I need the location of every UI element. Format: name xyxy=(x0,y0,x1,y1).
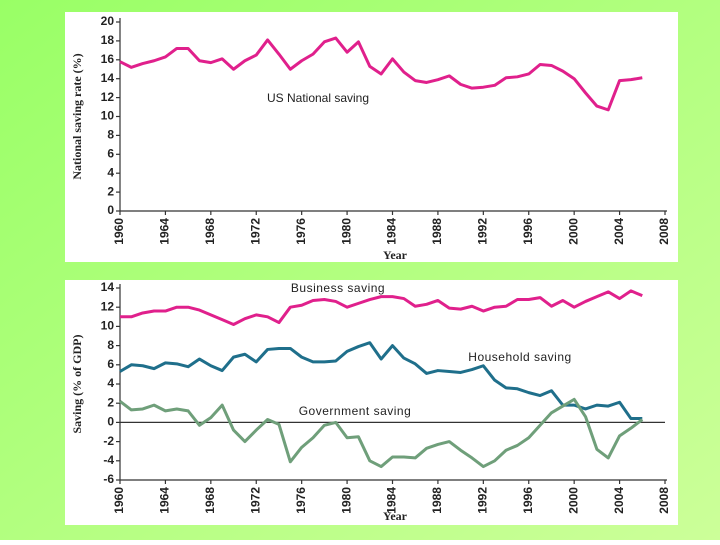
x-tick-label: 2008 xyxy=(657,218,671,245)
x-tick-label: 1984 xyxy=(385,218,399,245)
y-tick-label: 18 xyxy=(101,33,115,47)
y-tick-label: 4 xyxy=(107,165,114,179)
x-tick-label: 1976 xyxy=(294,218,308,245)
series-label: Business saving xyxy=(291,281,385,295)
y-tick-label: 20 xyxy=(101,14,115,28)
y-tick-label: 2 xyxy=(107,184,114,198)
y-tick-label: 4 xyxy=(107,376,114,390)
y-tick-label: 10 xyxy=(101,109,115,123)
x-tick-label: 2000 xyxy=(566,487,580,514)
x-axis-label: Year xyxy=(383,248,408,262)
y-tick-label: 14 xyxy=(101,280,115,294)
x-tick-label: 1988 xyxy=(430,218,444,245)
y-tick-label: 10 xyxy=(101,319,115,333)
y-tick-label: -4 xyxy=(103,453,114,467)
x-tick-label: 1968 xyxy=(203,487,217,514)
y-tick-label: 8 xyxy=(107,338,114,352)
x-tick-label: 1964 xyxy=(158,218,172,245)
y-tick-label: 12 xyxy=(101,90,115,104)
series-label: Household saving xyxy=(468,350,571,364)
x-tick-label: 2008 xyxy=(657,487,671,514)
x-tick-label: 2004 xyxy=(612,487,626,514)
y-tick-label: 6 xyxy=(107,357,114,371)
series-line xyxy=(119,397,644,469)
x-tick-label: 1960 xyxy=(112,218,126,245)
y-tick-label: -2 xyxy=(103,434,114,448)
x-tick-label: 1996 xyxy=(521,487,535,514)
x-tick-label: 1960 xyxy=(112,487,126,514)
x-tick-label: 1996 xyxy=(521,218,535,245)
y-tick-label: 6 xyxy=(107,146,114,160)
y-tick-label: 12 xyxy=(101,299,115,313)
x-tick-label: 1992 xyxy=(476,218,490,245)
y-axis-label: National saving rate (%) xyxy=(70,53,84,179)
y-tick-label: 8 xyxy=(107,128,114,142)
y-tick-label: 0 xyxy=(107,203,114,217)
y-tick-label: 0 xyxy=(107,415,114,429)
series-line xyxy=(120,289,643,326)
y-tick-label: 2 xyxy=(107,395,114,409)
y-tick-label: 16 xyxy=(101,52,115,66)
x-tick-label: 1972 xyxy=(248,218,262,245)
x-tick-label: 1972 xyxy=(248,487,262,514)
panel xyxy=(65,12,678,262)
x-tick-label: 1964 xyxy=(158,487,172,514)
x-tick-label: 2004 xyxy=(612,218,626,245)
x-tick-label: 1980 xyxy=(339,218,353,245)
y-tick-label: -6 xyxy=(103,472,114,486)
series-line xyxy=(119,36,643,112)
x-tick-label: 1980 xyxy=(339,487,353,514)
x-tick-label: 1984 xyxy=(385,487,399,514)
series-label: Government saving xyxy=(299,404,412,418)
x-tick-label: 1976 xyxy=(294,487,308,514)
x-tick-label: 2000 xyxy=(566,218,580,245)
x-tick-label: 1992 xyxy=(476,487,490,514)
series-line xyxy=(119,341,643,421)
x-tick-label: 1968 xyxy=(203,218,217,245)
x-axis-label: Year xyxy=(383,509,408,523)
y-axis-label: Saving (% of GDP) xyxy=(70,334,84,433)
x-tick-label: 1988 xyxy=(430,487,444,514)
y-tick-label: 14 xyxy=(101,71,115,85)
annotation: US National saving xyxy=(267,91,369,105)
